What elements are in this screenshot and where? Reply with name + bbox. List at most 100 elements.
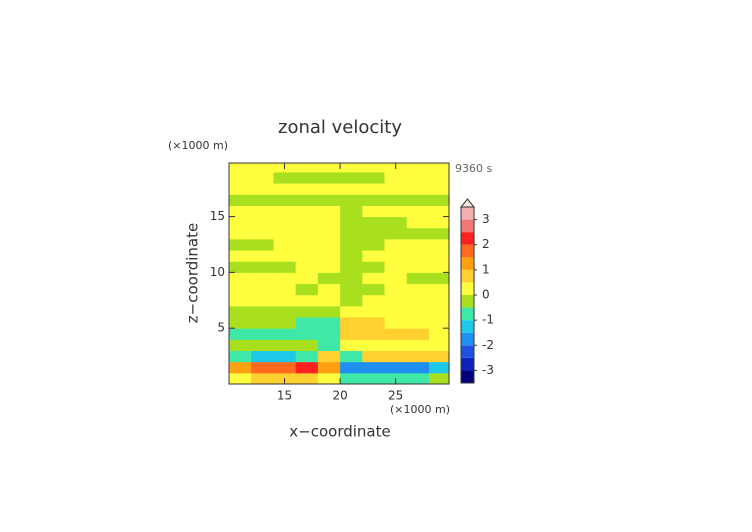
y-unit: (×1000 m) — [168, 139, 228, 152]
cell — [340, 163, 363, 173]
colorbar-swatch — [461, 244, 474, 258]
colorbar-swatch — [461, 257, 474, 270]
cell — [229, 227, 252, 240]
cell — [317, 238, 341, 251]
cell — [406, 261, 430, 273]
cell — [340, 328, 363, 340]
cell — [251, 361, 274, 374]
colorbar-swatch — [461, 207, 474, 220]
cell — [295, 361, 319, 374]
cell — [384, 361, 408, 374]
cell — [406, 227, 430, 240]
cell — [273, 272, 297, 285]
cell — [273, 317, 297, 329]
colorbar-swatch — [461, 232, 474, 245]
cell — [429, 350, 449, 363]
cell — [406, 250, 430, 262]
cell — [362, 350, 386, 363]
cell — [251, 261, 274, 273]
cell — [251, 171, 274, 184]
cell — [429, 261, 449, 273]
cell — [384, 350, 408, 363]
cell — [340, 272, 363, 285]
chart-title: zonal velocity — [278, 117, 402, 138]
cell — [251, 305, 274, 318]
colorbar-tick-label: 2 — [482, 237, 490, 251]
cell — [295, 194, 319, 206]
cell — [340, 305, 363, 318]
cell — [362, 261, 386, 273]
cell — [251, 350, 274, 363]
cell — [406, 350, 430, 363]
cell — [429, 238, 449, 251]
cell — [273, 183, 297, 195]
cell — [406, 163, 430, 173]
cell — [295, 216, 319, 229]
cell — [384, 194, 408, 206]
cell — [295, 350, 319, 363]
cell — [362, 250, 386, 262]
cell — [340, 183, 363, 195]
cell — [295, 305, 319, 318]
cell — [340, 317, 363, 329]
colorbar-swatch — [461, 357, 474, 371]
cell — [429, 305, 449, 318]
cell — [273, 171, 297, 184]
cell — [295, 339, 319, 352]
cell — [406, 305, 430, 318]
cell — [317, 216, 341, 229]
cell — [273, 283, 297, 296]
cell — [251, 238, 274, 251]
x-unit: (×1000 m) — [390, 403, 450, 416]
cell — [229, 283, 252, 296]
cell — [362, 163, 386, 173]
cell — [406, 272, 430, 285]
colorbar-extend — [459, 198, 476, 208]
colorbar-tick-label: 1 — [482, 262, 490, 276]
cell — [384, 294, 408, 307]
cell — [317, 250, 341, 262]
cell — [362, 205, 386, 218]
cell — [362, 294, 386, 307]
cell — [362, 171, 386, 184]
cell — [340, 205, 363, 218]
cell — [229, 339, 252, 352]
colorbar-swatch — [461, 345, 474, 358]
cell — [406, 283, 430, 296]
cell — [229, 238, 252, 251]
cell — [429, 250, 449, 262]
cell — [429, 163, 449, 173]
cell — [295, 294, 319, 307]
cell — [384, 250, 408, 262]
cell — [251, 317, 274, 329]
cell — [362, 227, 386, 240]
cell — [251, 328, 274, 340]
cell — [229, 250, 252, 262]
cell — [362, 194, 386, 206]
cell — [295, 250, 319, 262]
cell — [362, 328, 386, 340]
cell — [251, 216, 274, 229]
cell — [406, 294, 430, 307]
cell — [362, 283, 386, 296]
cell — [317, 194, 341, 206]
x-tick-label: 25 — [388, 389, 403, 403]
cell — [251, 372, 274, 384]
cell — [295, 283, 319, 296]
cell — [429, 272, 449, 285]
cell — [317, 283, 341, 296]
cell — [229, 294, 252, 307]
cell — [340, 283, 363, 296]
cell — [295, 183, 319, 195]
cell — [340, 350, 363, 363]
cell — [429, 216, 449, 229]
cell — [429, 205, 449, 218]
cell — [384, 171, 408, 184]
cell — [384, 339, 408, 352]
cell — [317, 171, 341, 184]
cell — [251, 272, 274, 285]
cell — [340, 194, 363, 206]
cell — [295, 227, 319, 240]
cell — [384, 317, 408, 329]
